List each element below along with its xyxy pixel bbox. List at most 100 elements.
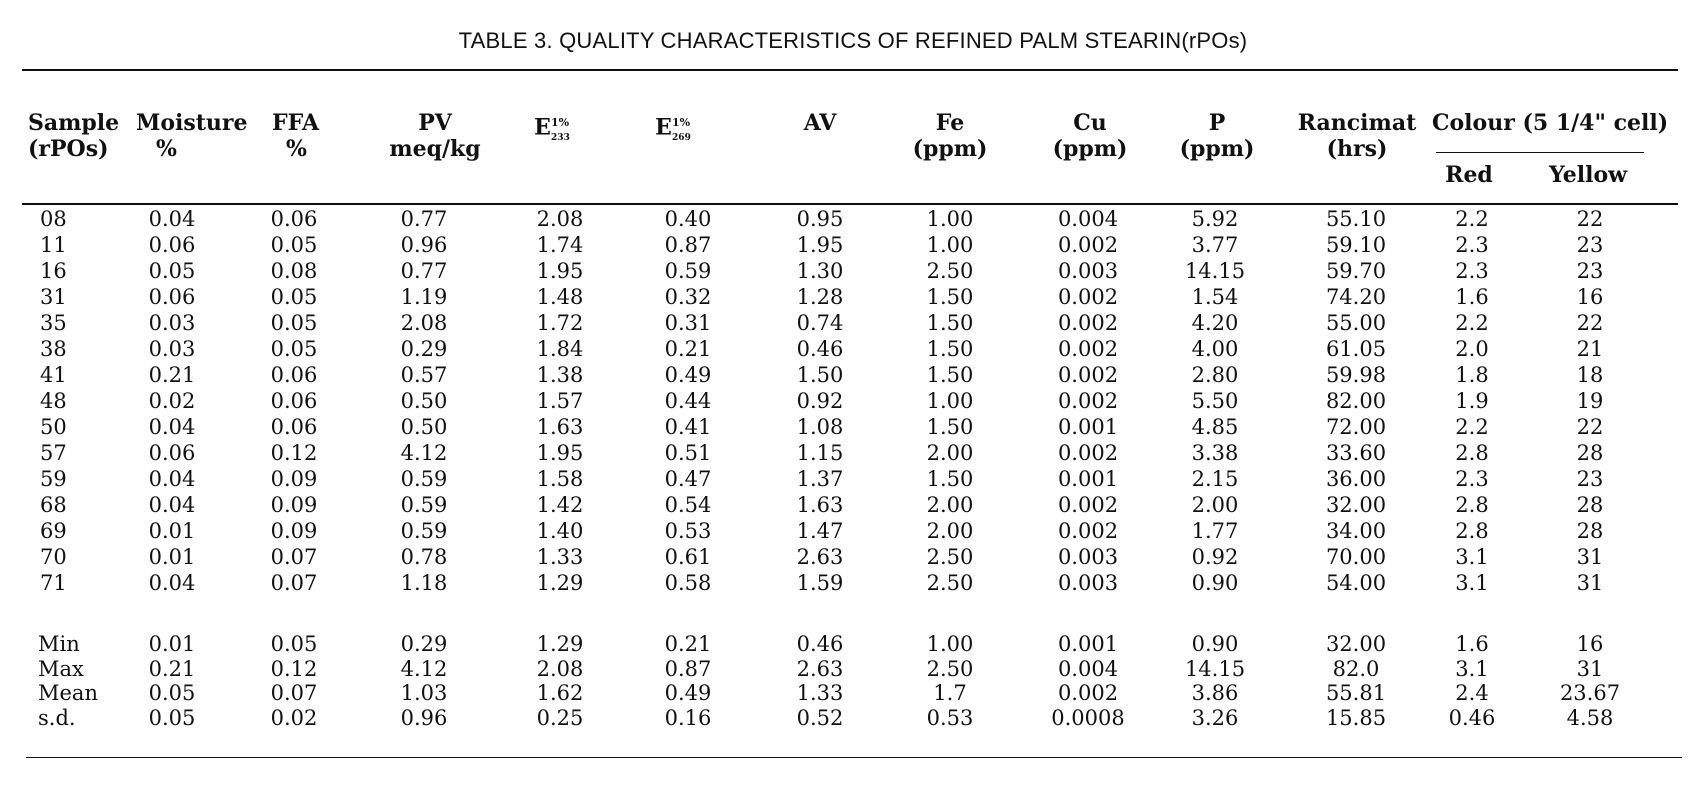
cell-ffa: 0.05 bbox=[270, 337, 318, 361]
cell-moisture: 0.06 bbox=[148, 285, 196, 309]
cell-av: 0.95 bbox=[796, 207, 844, 231]
header-e269-sub: 269 bbox=[672, 132, 691, 143]
stat-cell-fe: 1.00 bbox=[926, 632, 974, 656]
cell-sample: 35 bbox=[40, 311, 67, 335]
stat-cell-e269: 0.49 bbox=[664, 681, 712, 705]
cell-pv: 0.78 bbox=[400, 545, 448, 569]
header-rancimat-line1: Rancimat bbox=[1297, 110, 1417, 136]
stat-cell-av: 2.63 bbox=[796, 656, 844, 681]
cell-red: 2.2 bbox=[1455, 311, 1489, 335]
cell-fe: 1.50 bbox=[926, 311, 974, 335]
cell-cu: 0.002 bbox=[1057, 285, 1119, 309]
header-p-line2: (ppm) bbox=[1179, 136, 1255, 162]
cell-yellow: 19 bbox=[1576, 389, 1604, 413]
stat-cell-moisture: 0.05 bbox=[148, 705, 196, 730]
cell-rancimat: 72.00 bbox=[1325, 415, 1387, 439]
cell-fe: 2.50 bbox=[926, 259, 974, 283]
cell-p: 2.00 bbox=[1191, 493, 1239, 517]
cell-moisture: 0.04 bbox=[148, 571, 196, 595]
table-row: 68 0.04 0.09 0.59 1.42 0.54 1.63 2.00 0.002 2.00 3… bbox=[0, 492, 1706, 518]
header-colour: Colour (5 1/4" cell) bbox=[1432, 110, 1668, 136]
colour-group-rule bbox=[1436, 152, 1644, 153]
header-moisture-line1: Moisture bbox=[136, 110, 248, 136]
cell-e269: 0.40 bbox=[664, 207, 712, 231]
table-row: 08 0.04 0.06 0.77 2.08 0.40 0.95 1.00 0.004 5.92 5… bbox=[0, 206, 1706, 232]
cell-ffa: 0.07 bbox=[270, 545, 318, 569]
cell-cu: 0.003 bbox=[1057, 571, 1119, 595]
cell-av: 1.28 bbox=[796, 285, 844, 309]
cell-moisture: 0.21 bbox=[148, 363, 196, 387]
header-sample-line1: Sample bbox=[28, 110, 120, 136]
cell-pv: 0.29 bbox=[400, 337, 448, 361]
stat-cell-red: 2.4 bbox=[1455, 681, 1489, 705]
cell-e269: 0.61 bbox=[664, 545, 712, 569]
stat-cell-yellow: 4.58 bbox=[1566, 705, 1614, 730]
cell-p: 1.77 bbox=[1191, 519, 1239, 543]
header-av-line1: AV bbox=[803, 110, 837, 136]
cell-ffa: 0.06 bbox=[270, 415, 318, 439]
cell-fe: 2.00 bbox=[926, 441, 974, 465]
cell-rancimat: 82.00 bbox=[1325, 389, 1387, 413]
cell-p: 3.77 bbox=[1191, 233, 1239, 257]
cell-rancimat: 74.20 bbox=[1325, 285, 1387, 309]
cell-e233: 1.40 bbox=[536, 519, 584, 543]
cell-yellow: 31 bbox=[1576, 571, 1604, 595]
cell-moisture: 0.01 bbox=[148, 545, 196, 569]
stat-cell-p: 3.26 bbox=[1191, 705, 1239, 730]
cell-sample: 50 bbox=[40, 415, 67, 439]
cell-cu: 0.002 bbox=[1057, 519, 1119, 543]
cell-yellow: 31 bbox=[1576, 545, 1604, 569]
stat-cell-red: 1.6 bbox=[1455, 632, 1489, 656]
cell-e269: 0.49 bbox=[664, 363, 712, 387]
cell-moisture: 0.04 bbox=[148, 493, 196, 517]
cell-red: 3.1 bbox=[1455, 545, 1489, 569]
cell-red: 2.8 bbox=[1455, 441, 1489, 465]
cell-av: 1.47 bbox=[796, 519, 844, 543]
cell-e269: 0.21 bbox=[664, 337, 712, 361]
cell-e233: 1.38 bbox=[536, 363, 584, 387]
stat-cell-fe: 2.50 bbox=[926, 656, 974, 681]
bottom-rule bbox=[26, 757, 1682, 758]
cell-e233: 1.58 bbox=[536, 467, 584, 491]
cell-rancimat: 34.00 bbox=[1325, 519, 1387, 543]
cell-fe: 2.50 bbox=[926, 545, 974, 569]
stat-cell-e233: 2.08 bbox=[536, 656, 584, 681]
cell-red: 1.9 bbox=[1455, 389, 1489, 413]
cell-cu: 0.001 bbox=[1057, 415, 1119, 439]
cell-yellow: 18 bbox=[1576, 363, 1604, 387]
cell-yellow: 22 bbox=[1576, 415, 1604, 439]
cell-yellow: 28 bbox=[1576, 493, 1604, 517]
cell-av: 2.63 bbox=[796, 545, 844, 569]
stat-cell-rancimat: 32.00 bbox=[1325, 632, 1387, 656]
cell-p: 1.54 bbox=[1191, 285, 1239, 309]
cell-yellow: 22 bbox=[1576, 311, 1604, 335]
cell-yellow: 21 bbox=[1576, 337, 1604, 361]
cell-p: 4.85 bbox=[1191, 415, 1239, 439]
cell-e233: 1.95 bbox=[536, 441, 584, 465]
table-row: 35 0.03 0.05 2.08 1.72 0.31 0.74 1.50 0.002 4.20 5… bbox=[0, 310, 1706, 336]
cell-sample: 08 bbox=[40, 207, 67, 231]
header-sample: Sample (rPOs) bbox=[28, 110, 119, 162]
cell-cu: 0.002 bbox=[1057, 363, 1119, 387]
header-e233: E1% 233 bbox=[522, 110, 582, 151]
stat-cell-e269: 0.87 bbox=[664, 656, 712, 681]
cell-moisture: 0.01 bbox=[148, 519, 196, 543]
header-e269-sup: 1% bbox=[671, 116, 691, 129]
cell-red: 1.6 bbox=[1455, 285, 1489, 309]
header-fe-line1: Fe bbox=[935, 110, 965, 136]
stat-cell-e269: 0.21 bbox=[664, 632, 712, 656]
header-e233-sub: 233 bbox=[551, 132, 570, 143]
cell-moisture: 0.06 bbox=[148, 441, 196, 465]
cell-e269: 0.44 bbox=[664, 389, 712, 413]
stat-cell-fe: 1.7 bbox=[933, 681, 967, 705]
header-pv: PV meq/kg bbox=[380, 110, 490, 162]
stat-cell-rancimat: 15.85 bbox=[1325, 705, 1387, 730]
cell-fe: 2.00 bbox=[926, 493, 974, 517]
cell-yellow: 23 bbox=[1576, 233, 1604, 257]
cell-pv: 0.50 bbox=[400, 415, 448, 439]
stat-cell-moisture: 0.21 bbox=[148, 656, 196, 681]
header-moisture-line2: % bbox=[156, 136, 177, 162]
header-ffa-line2: % bbox=[286, 136, 307, 162]
stat-cell-e233: 1.62 bbox=[536, 681, 584, 705]
cell-sample: 59 bbox=[40, 467, 67, 491]
